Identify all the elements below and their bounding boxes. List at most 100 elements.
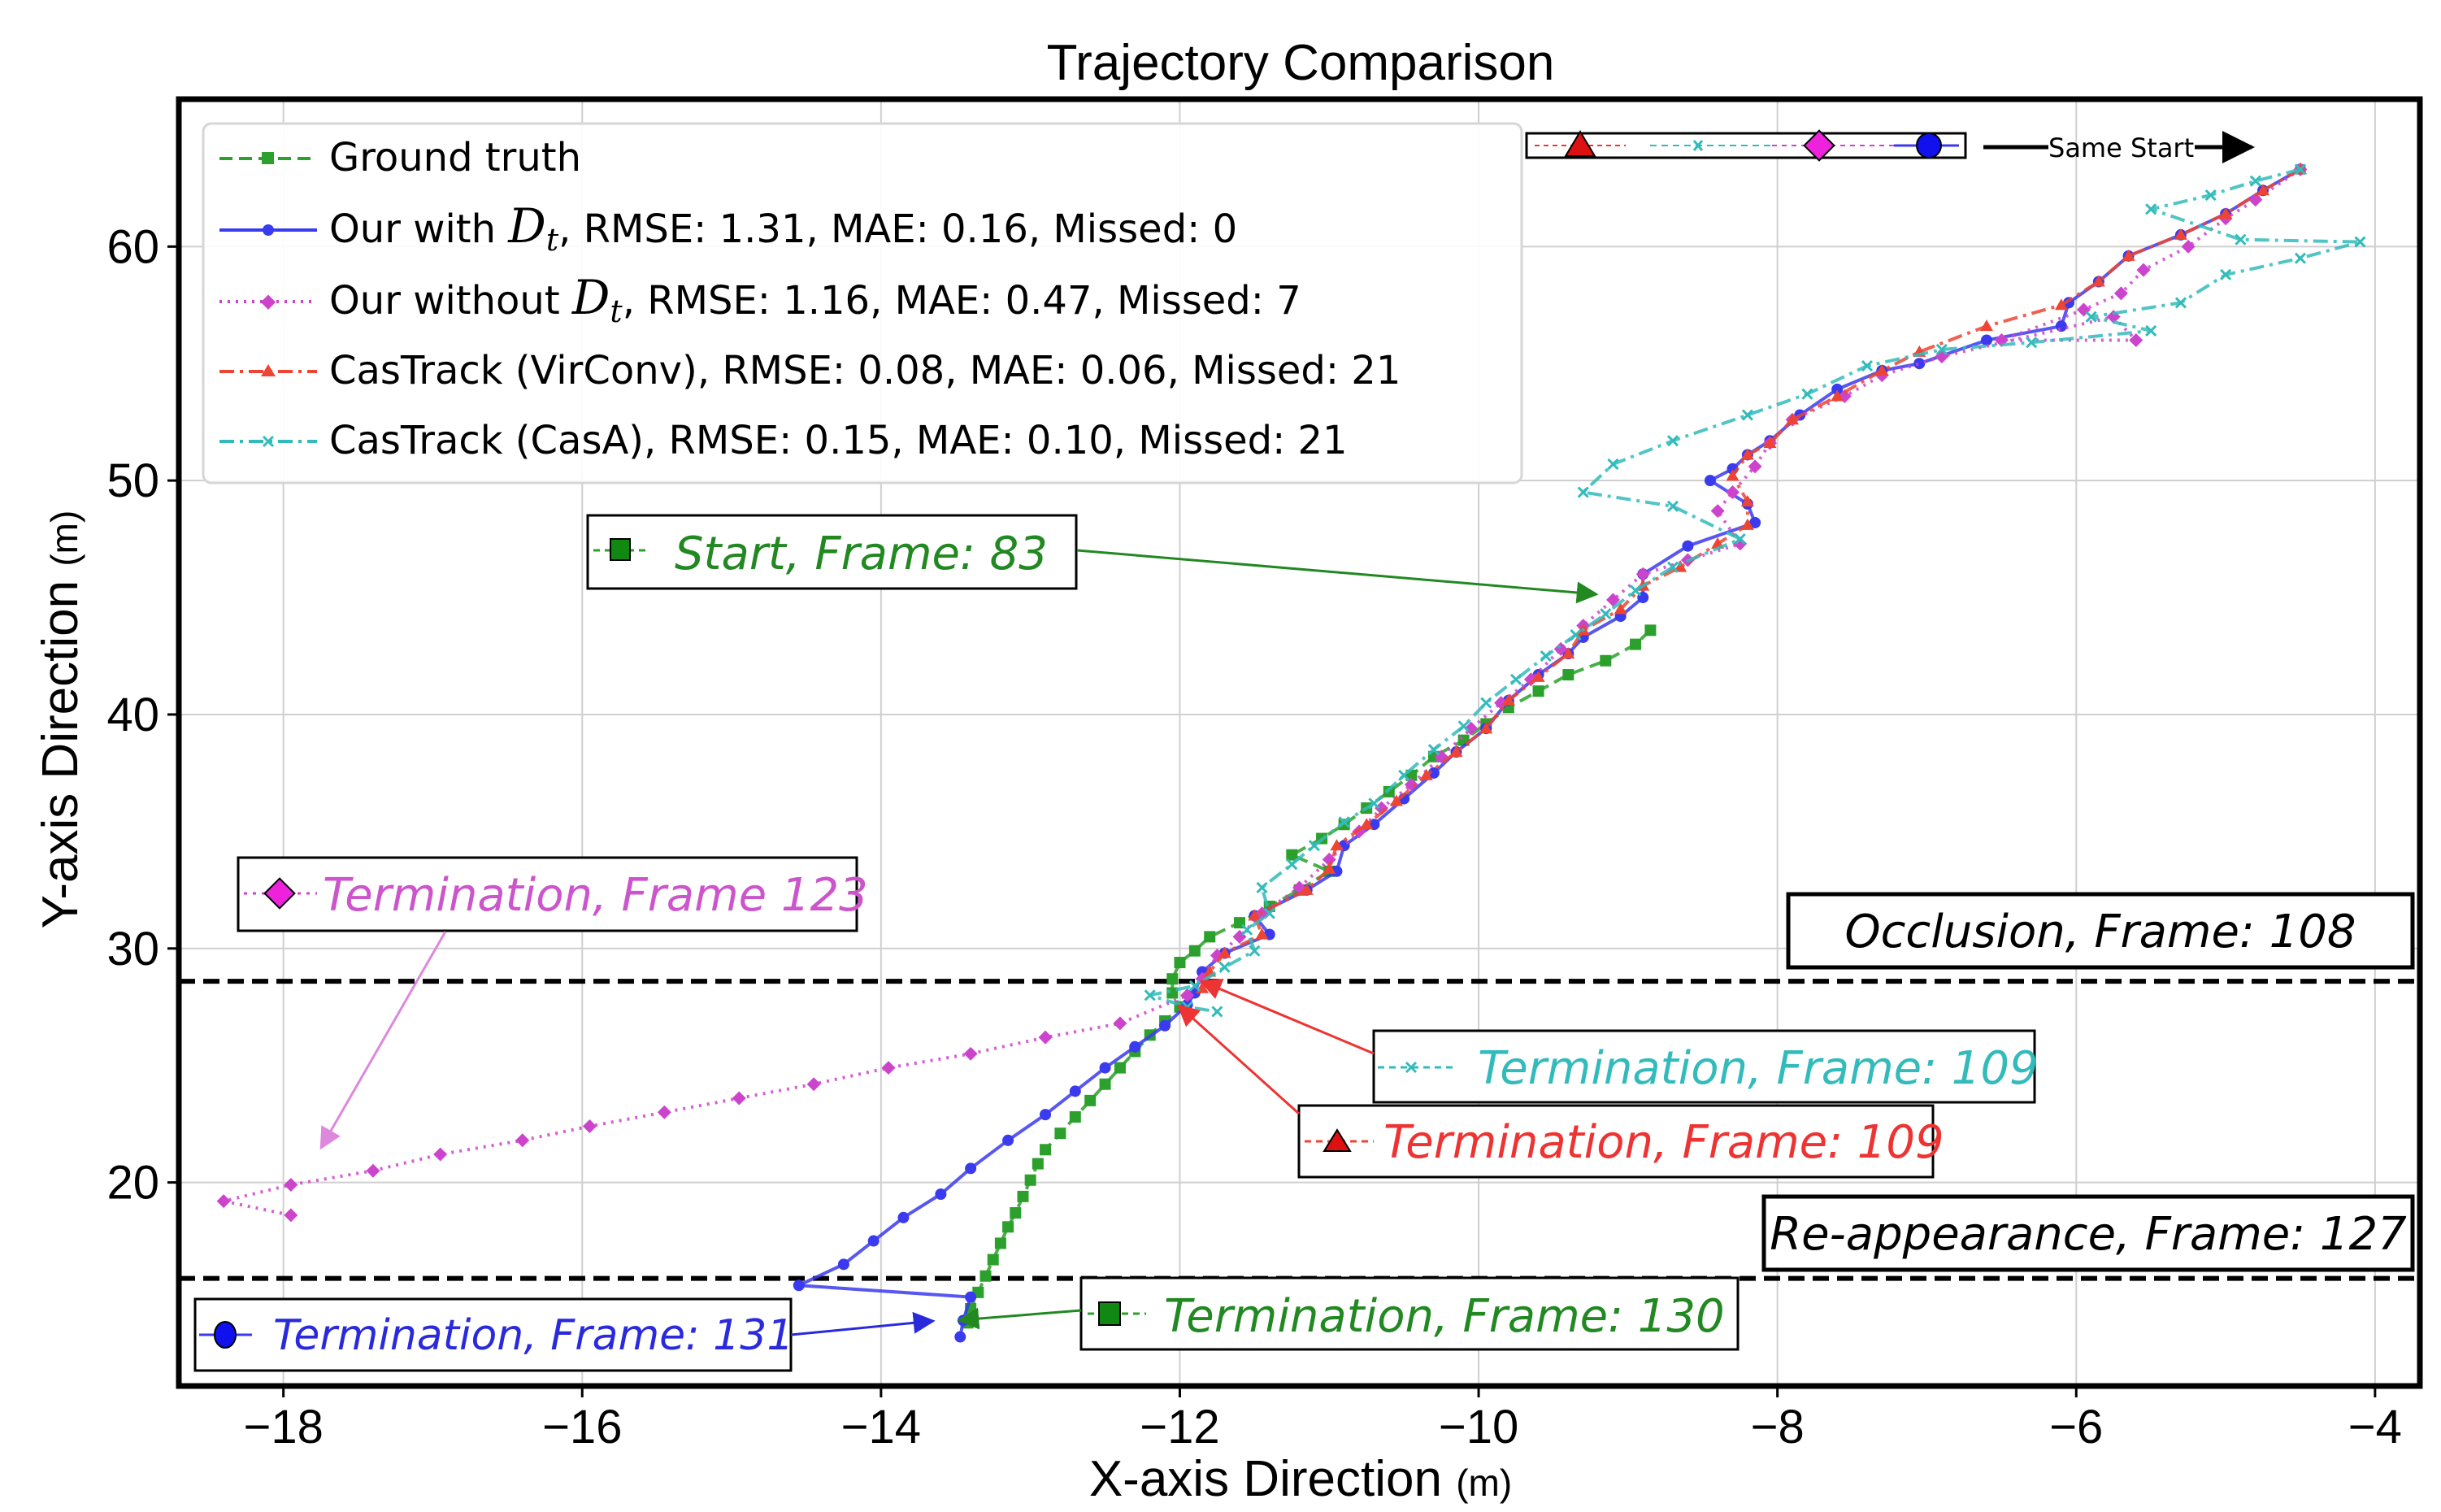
- data-point: [979, 1270, 992, 1282]
- y-tick-label: 30: [106, 923, 159, 975]
- legend-entry-our-with-dt: Our with Dt, RMSE: 1.31, MAE: 0.16, Miss…: [219, 198, 1237, 258]
- data-point: [1553, 641, 1568, 656]
- data-point: [2145, 324, 2157, 337]
- annotation-text: Start, Frame: 83: [675, 528, 1048, 580]
- data-point: [1979, 319, 1993, 332]
- annotation-text: Termination, Frame: 130: [1164, 1290, 1725, 1343]
- data-point: [1360, 818, 1374, 830]
- annotation-triangle-icon: [1323, 1128, 1352, 1152]
- data-point: [1249, 945, 1261, 957]
- data-point: [2219, 207, 2233, 219]
- annotation-arrow: [1199, 978, 1375, 1055]
- data-point: [837, 1258, 849, 1271]
- data-point: [1666, 500, 1679, 512]
- data-point: [1748, 459, 1762, 474]
- legend-frame: [202, 122, 1523, 484]
- data-point: [1398, 769, 1410, 781]
- data-point: [1248, 909, 1262, 921]
- same-start-label: Same Start: [2048, 133, 2194, 163]
- data-point: [1218, 946, 1231, 958]
- data-point: [1218, 961, 1231, 973]
- x-tick-label: −4: [2348, 1401, 2402, 1453]
- data-point: [963, 1046, 978, 1061]
- data-point: [732, 1091, 746, 1106]
- data-point: [2136, 263, 2151, 277]
- data-point: [1726, 485, 1740, 500]
- data-point: [1600, 608, 1612, 620]
- data-point: [793, 1280, 805, 1292]
- data-point: [1002, 1221, 1014, 1233]
- series-line: [966, 628, 1652, 1323]
- data-point: [1159, 1019, 1171, 1032]
- occlusion-label-group: Occlusion, Frame: 108: [1786, 892, 2415, 970]
- data-point: [1024, 1174, 1036, 1186]
- data-point: [284, 1208, 298, 1223]
- data-point: [1114, 1062, 1126, 1074]
- data-point: [2054, 298, 2068, 311]
- annotation-diamond-icon: [263, 877, 296, 910]
- legend-label-ground-truth: Ground truth: [329, 135, 581, 180]
- legend-marker-x: [262, 435, 275, 448]
- data-point: [1129, 1041, 1141, 1053]
- series-castrack-casa-: [1144, 163, 2366, 1018]
- data-point: [1801, 388, 1813, 400]
- data-point: [1710, 504, 1725, 519]
- same-start-diamond-icon: [1803, 129, 1835, 162]
- reference-lines: [179, 979, 2420, 1281]
- data-point: [1166, 973, 1179, 985]
- data-point: [1980, 334, 1992, 346]
- series-line: [1148, 167, 2362, 1014]
- data-point: [994, 1237, 1006, 1249]
- data-point: [1188, 945, 1201, 957]
- data-point: [1099, 1078, 1111, 1090]
- data-point: [1494, 696, 1509, 710]
- same-start-circle-icon: [1916, 133, 1942, 159]
- data-point: [1577, 486, 1589, 498]
- data-point: [1449, 745, 1463, 758]
- data-point: [1726, 469, 1740, 481]
- data-point: [1875, 363, 1889, 376]
- data-point: [1831, 389, 1844, 402]
- data-point: [1040, 1109, 1052, 1121]
- y-tick-label: 60: [106, 220, 159, 273]
- series-layer: [216, 162, 2366, 1343]
- legend-entry-our-without-dt: Our without Dt, RMSE: 1.16, MAE: 0.47, M…: [219, 270, 1301, 329]
- data-point: [1786, 413, 1800, 425]
- data-point: [1404, 777, 1418, 792]
- data-point: [366, 1163, 380, 1178]
- data-point: [1099, 1062, 1111, 1074]
- data-point: [1054, 1127, 1066, 1140]
- data-point: [1600, 654, 1612, 667]
- annotation-arrow: [1076, 549, 1599, 604]
- same-start-x-icon: [1692, 140, 1704, 151]
- legend-label-our-without-dt: Our without Dt, RMSE: 1.16, MAE: 0.47, M…: [329, 270, 1301, 329]
- data-point: [1038, 1030, 1053, 1045]
- data-point: [1241, 923, 1253, 936]
- data-point: [2055, 320, 2067, 332]
- data-point: [1286, 849, 1298, 861]
- y-tick-label: 40: [106, 689, 159, 741]
- data-point: [1644, 624, 1657, 637]
- x-axis-label: X-axis Direction (m): [1089, 1451, 1512, 1507]
- data-point: [1523, 672, 1538, 687]
- legend: Ground truth Our with Dt, RMSE: 1.31, MA…: [202, 122, 1523, 484]
- data-point: [1286, 858, 1298, 871]
- data-point: [1740, 448, 1754, 460]
- annotation-circle-icon: [214, 1321, 237, 1349]
- x-tick-label: −18: [243, 1401, 323, 1453]
- data-point: [965, 1291, 977, 1303]
- data-point: [1682, 540, 1694, 552]
- occlusion-label: Occlusion, Frame: 108: [1845, 906, 2356, 958]
- data-point: [1032, 1158, 1044, 1170]
- plot-frame: [176, 96, 2423, 1389]
- annotation-arrow: [1176, 1004, 1301, 1115]
- legend-marker-diamond: [260, 294, 276, 310]
- data-point: [1338, 816, 1350, 828]
- annotation-square-icon: [1098, 1301, 1121, 1326]
- annotation-box: [237, 856, 858, 932]
- legend-entry-ground-truth: Ground truth: [219, 135, 581, 180]
- data-point: [1861, 360, 1874, 372]
- legend-marker-square: [262, 152, 274, 164]
- data-point: [2256, 184, 2270, 196]
